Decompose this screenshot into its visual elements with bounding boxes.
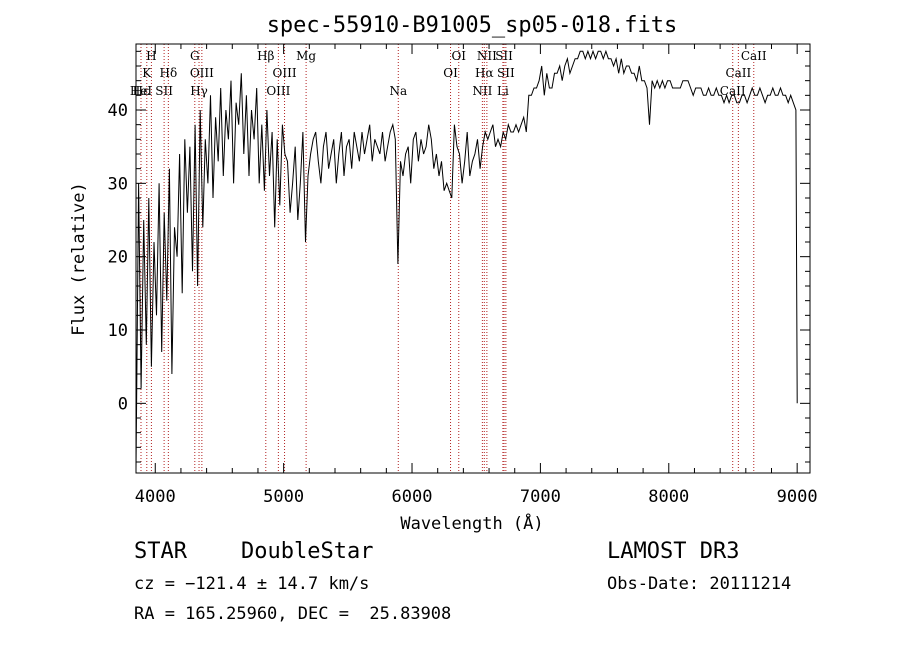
x-tick-label: 6000 <box>392 487 433 507</box>
x-tick-label: 7000 <box>520 487 561 507</box>
x-tick-label: 4000 <box>135 487 176 507</box>
redshift-text: cz = −121.4 ± 14.7 km/s <box>134 574 370 594</box>
line-label: G <box>190 49 200 63</box>
line-label: SII <box>155 84 173 98</box>
line-label: Hα <box>475 66 494 80</box>
line-label: CaII <box>741 49 767 63</box>
line-label: K <box>142 66 152 80</box>
radec-text: RA = 165.25960, DEC = 25.83908 <box>134 604 452 624</box>
line-label: CaII <box>720 84 746 98</box>
line-label: Mg <box>296 49 316 63</box>
y-axis-label: Flux (relative) <box>69 182 89 336</box>
x-axis-label: Wavelength (Å) <box>400 512 543 534</box>
chart-title: spec-55910-B91005_sp05-018.fits <box>267 13 678 38</box>
line-label: OI <box>451 49 466 63</box>
axis-ticks <box>136 44 810 473</box>
line-label: NII <box>477 49 497 63</box>
line-label: OIII <box>266 84 290 98</box>
line-label: Hγ <box>190 84 208 98</box>
tick-labels: 4000 5000 6000 7000 8000 9000 0 10 20 30 40 <box>108 101 818 507</box>
line-label: OI <box>443 66 458 80</box>
line-label: SII <box>497 66 515 80</box>
line-label: Hε <box>133 84 150 98</box>
line-label: H <box>146 49 156 63</box>
line-label: CaII <box>725 66 751 80</box>
obs-date-text: Obs-Date: 20111214 <box>607 574 792 594</box>
line-label: Na <box>389 84 407 98</box>
y-tick-label: 30 <box>108 174 128 194</box>
line-label: HeI <box>130 84 153 98</box>
x-tick-label: 8000 <box>648 487 689 507</box>
y-tick-label: 40 <box>108 101 128 121</box>
y-tick-label: 20 <box>108 248 128 268</box>
x-tick-label: 9000 <box>777 487 818 507</box>
spectrum-line <box>135 49 798 470</box>
line-label: OIII <box>190 66 214 80</box>
y-tick-label: 10 <box>108 321 128 341</box>
y-tick-label: 0 <box>118 394 128 414</box>
object-subclass: DoubleStar <box>241 539 374 564</box>
line-label: Hβ <box>257 49 274 63</box>
plot-frame <box>135 43 811 474</box>
line-markers <box>140 44 755 473</box>
line-label: Hδ <box>160 66 178 80</box>
line-label: NII <box>472 84 492 98</box>
line-label: Li <box>497 84 509 98</box>
x-tick-label: 5000 <box>263 487 304 507</box>
line-label: SII <box>495 49 513 63</box>
survey-name: LAMOST DR3 <box>607 539 740 564</box>
object-class: STAR <box>134 539 187 564</box>
line-label: OIII <box>273 66 297 80</box>
